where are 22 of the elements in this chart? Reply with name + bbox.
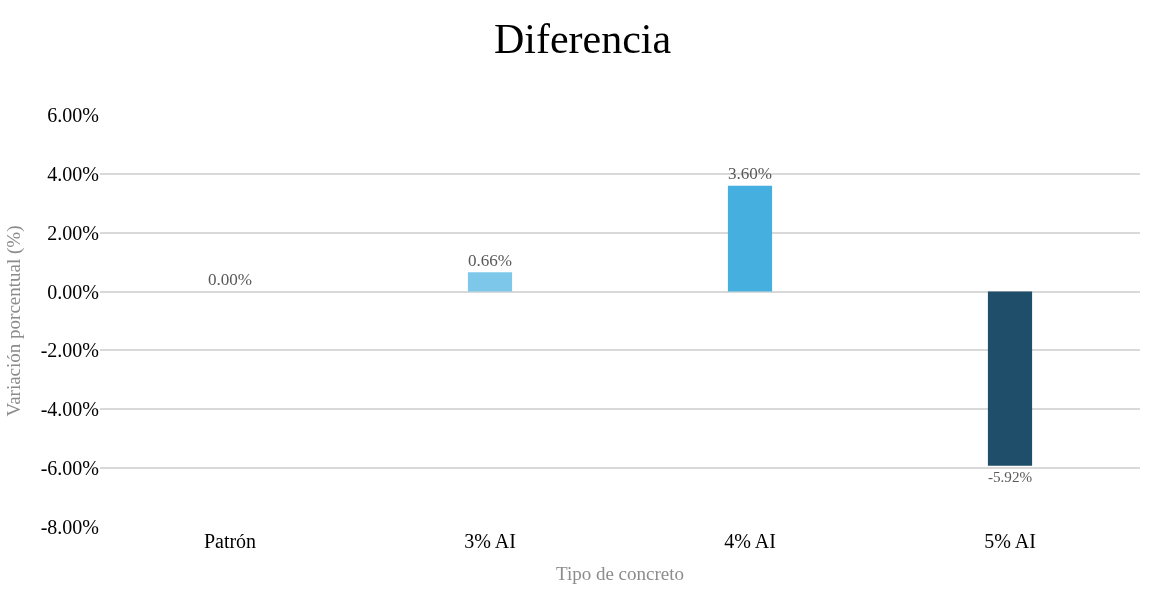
y-tick-label: -6.00% <box>40 457 99 480</box>
data-label: 3.60% <box>727 164 773 184</box>
y-tick-label: -2.00% <box>40 339 99 362</box>
bar <box>467 272 513 292</box>
x-tick-label: 4% AI <box>724 530 776 552</box>
x-tick-label: Patrón <box>203 530 257 552</box>
y-tick-label: 4.00% <box>47 162 99 185</box>
y-axis-title: Variación porcentual (%) <box>2 225 25 417</box>
x-tick-label: 3% AI <box>464 530 516 552</box>
bar <box>727 185 773 292</box>
chart-title: Diferencia <box>493 16 672 63</box>
x-tick-label: 5% AI <box>984 530 1036 552</box>
y-tick-label: 2.00% <box>47 221 99 244</box>
y-tick-label: 0.00% <box>47 280 99 303</box>
y-tick-label: 6.00% <box>47 104 99 126</box>
bar <box>987 291 1033 466</box>
x-axis-title: Tipo de concreto <box>555 562 685 584</box>
data-label: 0.00% <box>207 270 253 290</box>
y-tick-label: -4.00% <box>40 398 99 421</box>
data-label: -5.92% <box>987 468 1033 486</box>
data-label: 0.66% <box>467 250 513 270</box>
y-tick-label: -8.00% <box>40 516 99 538</box>
